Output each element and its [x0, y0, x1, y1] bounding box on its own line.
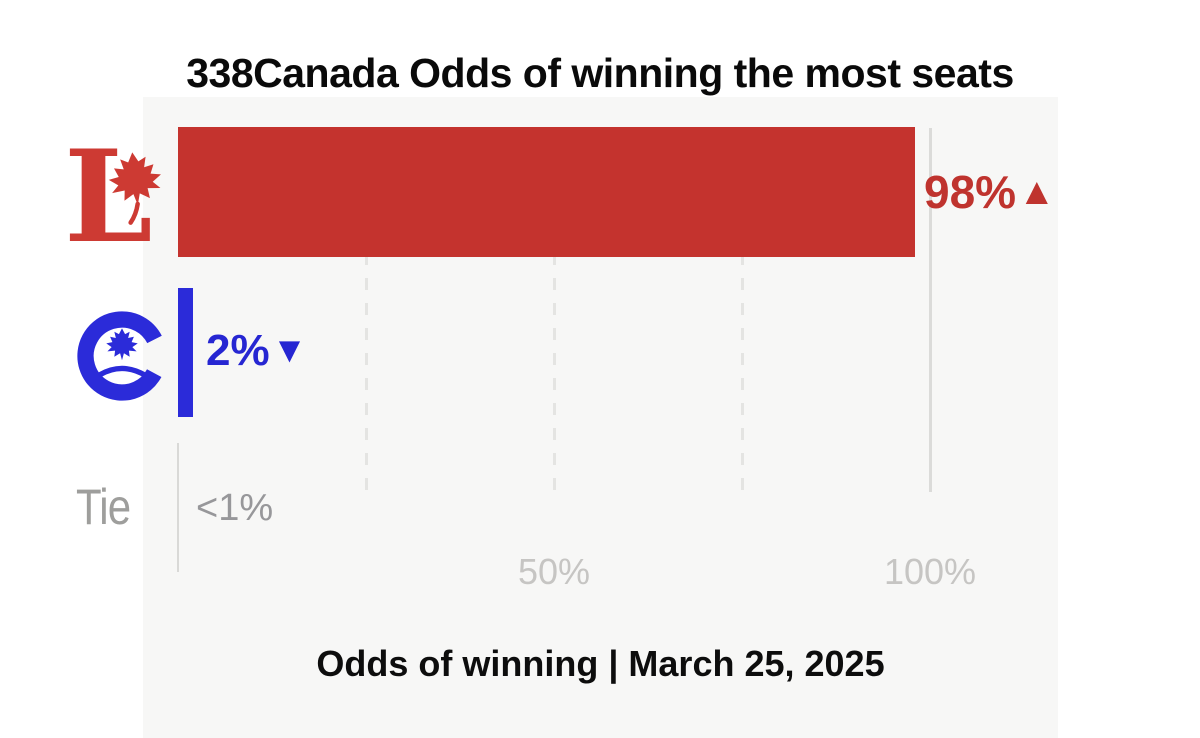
x-tick-50: 50% — [517, 551, 591, 592]
liberal-value-label: 98% ▲ — [924, 162, 1055, 222]
liberal-logo: L — [64, 134, 174, 260]
conservative-C-icon — [77, 311, 167, 401]
conservative-value-text: 2% — [206, 326, 270, 375]
conservative-bar — [178, 288, 194, 417]
tie-category-label: Tie — [76, 479, 131, 535]
chart-caption: Odds of winning | March 25, 2025 — [316, 643, 885, 684]
trend-up-icon: ▲ — [1018, 169, 1056, 212]
gridline-100pct — [929, 128, 932, 492]
gridline-25pct — [365, 128, 368, 503]
gridline-50pct — [553, 128, 556, 503]
x-tick-100: 100% — [883, 551, 977, 592]
conservative-value-label: 2% ▼ — [206, 321, 307, 381]
liberal-bar — [178, 127, 915, 257]
chart-title: 338Canada Odds of winning the most seats — [186, 50, 1014, 96]
trend-down-icon: ▼ — [271, 329, 308, 370]
tie-value-label: <1% — [196, 487, 274, 529]
conservative-logo — [74, 306, 170, 406]
zero-axis-segment — [177, 443, 179, 572]
maple-leaf-icon — [108, 152, 161, 225]
liberal-value-text: 98% — [924, 166, 1017, 218]
gridline-75pct — [741, 128, 744, 503]
maple-leaf-icon — [106, 328, 138, 361]
